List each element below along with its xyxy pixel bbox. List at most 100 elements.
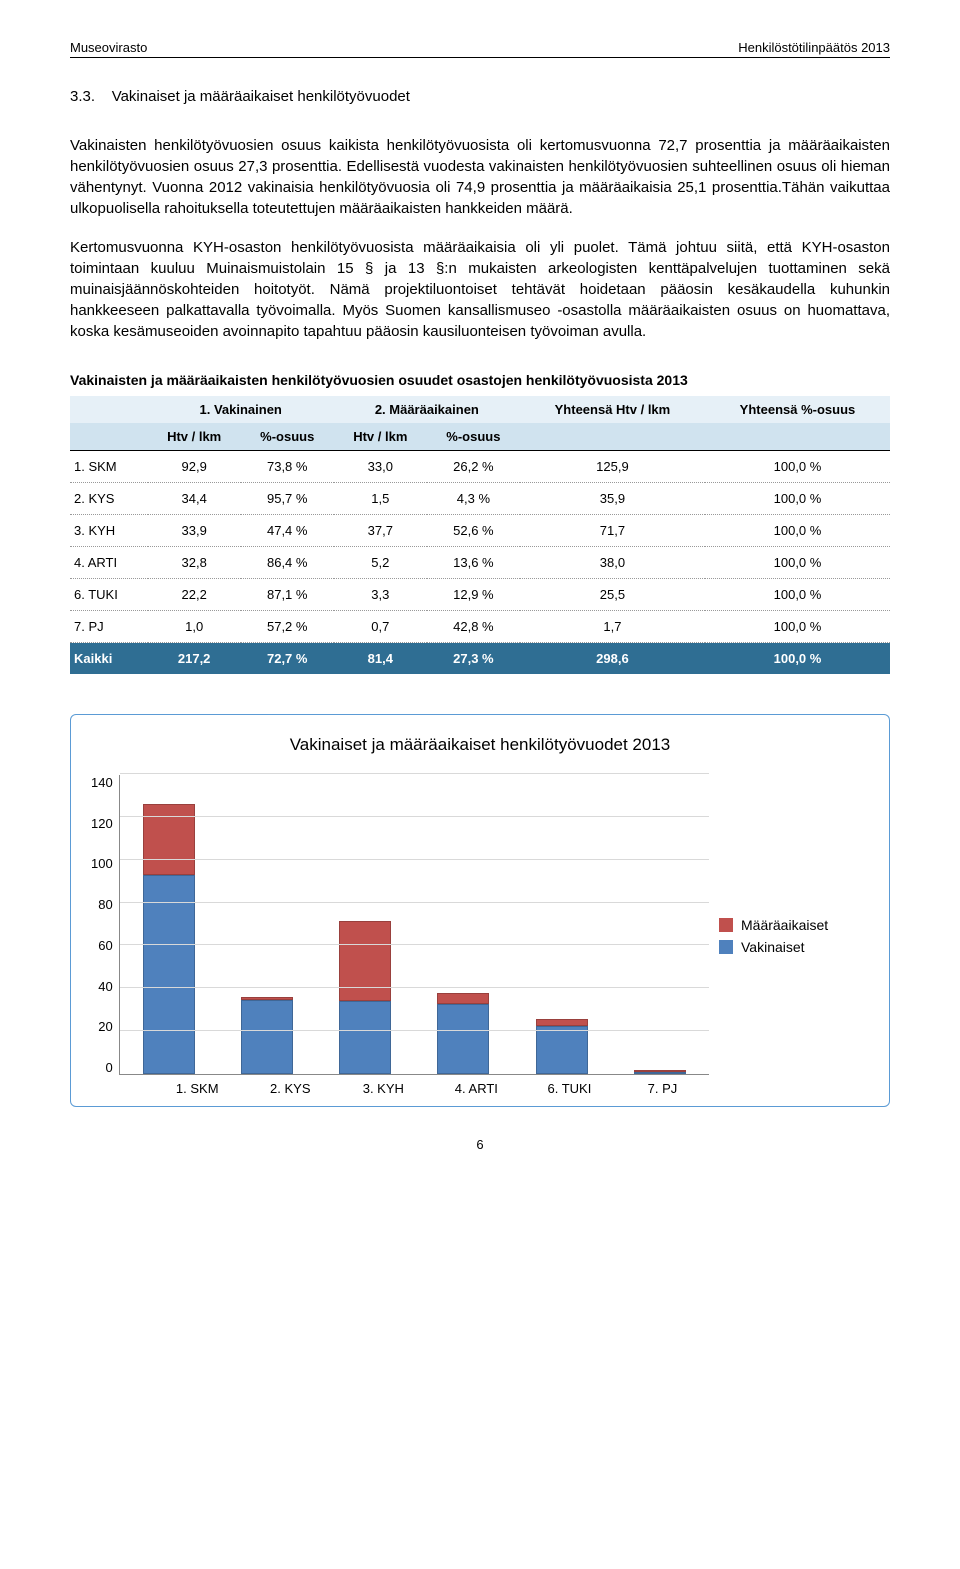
y-tick-label: 100 bbox=[91, 856, 113, 871]
row-p1: 47,4 % bbox=[241, 515, 334, 547]
bar-segment-vakinaiset bbox=[536, 1026, 588, 1074]
gridline bbox=[120, 773, 709, 774]
gridline bbox=[120, 859, 709, 860]
row-v2: 5,2 bbox=[334, 547, 427, 579]
row-tp: 100,0 % bbox=[705, 451, 890, 483]
bar-segment-maaraaikaiset bbox=[143, 804, 195, 875]
gridline bbox=[120, 944, 709, 945]
legend-maaraaikaiset: Määräaikaiset bbox=[719, 917, 869, 933]
gridline bbox=[120, 816, 709, 817]
bar-segment-vakinaiset bbox=[339, 1001, 391, 1074]
legend-label-maaraaikaiset: Määräaikaiset bbox=[741, 917, 828, 933]
bar-segment-vakinaiset bbox=[143, 875, 195, 1074]
x-tick-label: 1. SKM bbox=[171, 1081, 223, 1096]
chart-plot-area bbox=[119, 775, 709, 1075]
bar-segment-maaraaikaiset bbox=[437, 993, 489, 1004]
table-subhead-htv1: Htv / lkm bbox=[148, 423, 241, 451]
paragraph-2: Kertomusvuonna KYH-osaston henkilötyövuo… bbox=[70, 237, 890, 342]
row-p2: 13,6 % bbox=[427, 547, 520, 579]
section-heading: Vakinaiset ja määräaikaiset henkilötyövu… bbox=[112, 88, 410, 105]
gridline bbox=[120, 902, 709, 903]
row-v2: 0,7 bbox=[334, 611, 427, 643]
table-row: 7. PJ1,057,2 %0,742,8 %1,7100,0 % bbox=[70, 611, 890, 643]
row-p2: 42,8 % bbox=[427, 611, 520, 643]
row-v1: 22,2 bbox=[148, 579, 241, 611]
bar-group bbox=[143, 775, 195, 1074]
total-v1: 217,2 bbox=[148, 643, 241, 675]
row-v1: 92,9 bbox=[148, 451, 241, 483]
bar-segment-maaraaikaiset bbox=[536, 1019, 588, 1026]
row-v2: 37,7 bbox=[334, 515, 427, 547]
row-p1: 87,1 % bbox=[241, 579, 334, 611]
total-p1: 72,7 % bbox=[241, 643, 334, 675]
row-v2: 33,0 bbox=[334, 451, 427, 483]
paragraph-1: Vakinaisten henkilötyövuosien osuus kaik… bbox=[70, 135, 890, 219]
row-v1: 33,9 bbox=[148, 515, 241, 547]
legend-label-vakinaiset: Vakinaiset bbox=[741, 939, 805, 955]
table-row: 3. KYH33,947,4 %37,752,6 %71,7100,0 % bbox=[70, 515, 890, 547]
bar-group bbox=[241, 775, 293, 1074]
table-subhead-pct1: %-osuus bbox=[241, 423, 334, 451]
section-title: 3.3. Vakinaiset ja määräaikaiset henkilö… bbox=[70, 88, 890, 105]
row-tp: 100,0 % bbox=[705, 515, 890, 547]
table-total-row: Kaikki217,272,7 %81,427,3 %298,6100,0 % bbox=[70, 643, 890, 675]
table-subhead-htv2: Htv / lkm bbox=[334, 423, 427, 451]
row-p1: 73,8 % bbox=[241, 451, 334, 483]
row-label: 2. KYS bbox=[70, 483, 148, 515]
row-p2: 26,2 % bbox=[427, 451, 520, 483]
row-p2: 4,3 % bbox=[427, 483, 520, 515]
row-tot: 71,7 bbox=[520, 515, 705, 547]
row-v1: 1,0 bbox=[148, 611, 241, 643]
chart-y-axis: 140120100806040200 bbox=[91, 775, 119, 1075]
y-tick-label: 40 bbox=[98, 979, 112, 994]
row-p1: 95,7 % bbox=[241, 483, 334, 515]
bar-group bbox=[339, 775, 391, 1074]
chart-title: Vakinaiset ja määräaikaiset henkilötyövu… bbox=[91, 735, 869, 755]
table-header-blank bbox=[70, 396, 148, 423]
y-tick-label: 140 bbox=[91, 775, 113, 790]
bar-group bbox=[536, 775, 588, 1074]
data-table: 1. Vakinainen 2. Määräaikainen Yhteensä … bbox=[70, 396, 890, 674]
total-v2: 81,4 bbox=[334, 643, 427, 675]
legend-vakinaiset: Vakinaiset bbox=[719, 939, 869, 955]
row-label: 7. PJ bbox=[70, 611, 148, 643]
header-right: Henkilöstötilinpäätös 2013 bbox=[738, 40, 890, 55]
row-p2: 12,9 % bbox=[427, 579, 520, 611]
bar-segment-vakinaiset bbox=[437, 1004, 489, 1074]
x-tick-label: 7. PJ bbox=[636, 1081, 688, 1096]
gridline bbox=[120, 1030, 709, 1031]
bar-segment-maaraaikaiset bbox=[339, 921, 391, 1002]
table-row: 4. ARTI32,886,4 %5,213,6 %38,0100,0 % bbox=[70, 547, 890, 579]
table-subhead-blank bbox=[70, 423, 148, 451]
row-label: 1. SKM bbox=[70, 451, 148, 483]
table-subhead-pct2: %-osuus bbox=[427, 423, 520, 451]
table-header-total-htv: Yhteensä Htv / lkm bbox=[520, 396, 705, 423]
row-tot: 25,5 bbox=[520, 579, 705, 611]
row-label: 6. TUKI bbox=[70, 579, 148, 611]
legend-swatch-vakinaiset bbox=[719, 940, 733, 954]
row-tot: 125,9 bbox=[520, 451, 705, 483]
y-tick-label: 60 bbox=[98, 938, 112, 953]
total-tp: 100,0 % bbox=[705, 643, 890, 675]
row-v2: 3,3 bbox=[334, 579, 427, 611]
bar-segment-vakinaiset bbox=[241, 1000, 293, 1074]
table-row: 1. SKM92,973,8 %33,026,2 %125,9100,0 % bbox=[70, 451, 890, 483]
row-label: 4. ARTI bbox=[70, 547, 148, 579]
row-tot: 1,7 bbox=[520, 611, 705, 643]
row-v2: 1,5 bbox=[334, 483, 427, 515]
row-tp: 100,0 % bbox=[705, 579, 890, 611]
row-v1: 32,8 bbox=[148, 547, 241, 579]
bar-group bbox=[437, 775, 489, 1074]
table-header-vakinainen: 1. Vakinainen bbox=[148, 396, 334, 423]
table-header-maaraaikainen: 2. Määräaikainen bbox=[334, 396, 520, 423]
row-tot: 38,0 bbox=[520, 547, 705, 579]
y-tick-label: 0 bbox=[105, 1060, 112, 1075]
table-subhead-blank2 bbox=[520, 423, 705, 451]
y-tick-label: 80 bbox=[98, 897, 112, 912]
row-tp: 100,0 % bbox=[705, 547, 890, 579]
table-row: 2. KYS34,495,7 %1,54,3 %35,9100,0 % bbox=[70, 483, 890, 515]
row-p1: 57,2 % bbox=[241, 611, 334, 643]
row-p2: 52,6 % bbox=[427, 515, 520, 547]
x-tick-label: 4. ARTI bbox=[450, 1081, 502, 1096]
row-tot: 35,9 bbox=[520, 483, 705, 515]
